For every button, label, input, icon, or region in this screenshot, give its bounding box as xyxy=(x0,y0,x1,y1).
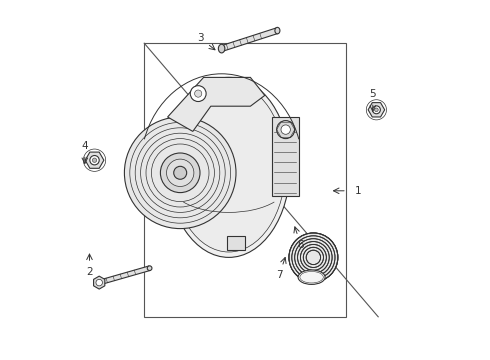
FancyBboxPatch shape xyxy=(227,236,245,250)
Circle shape xyxy=(281,125,291,134)
Circle shape xyxy=(92,158,97,162)
Circle shape xyxy=(124,117,236,229)
Circle shape xyxy=(190,86,206,102)
Circle shape xyxy=(289,233,338,282)
Polygon shape xyxy=(168,77,265,131)
Circle shape xyxy=(372,106,380,114)
Polygon shape xyxy=(220,28,278,51)
Ellipse shape xyxy=(219,44,225,53)
Ellipse shape xyxy=(168,77,290,257)
Circle shape xyxy=(167,159,194,186)
Ellipse shape xyxy=(172,83,286,252)
Text: 2: 2 xyxy=(86,267,93,277)
Circle shape xyxy=(374,108,378,112)
Circle shape xyxy=(277,121,294,139)
Text: 5: 5 xyxy=(369,89,376,99)
Circle shape xyxy=(90,156,99,165)
Text: 3: 3 xyxy=(196,33,203,43)
Text: 6: 6 xyxy=(297,240,304,250)
Circle shape xyxy=(96,279,102,286)
Ellipse shape xyxy=(298,270,325,284)
Circle shape xyxy=(195,90,202,97)
Polygon shape xyxy=(368,103,385,117)
Bar xyxy=(144,43,346,317)
FancyBboxPatch shape xyxy=(272,117,299,196)
Circle shape xyxy=(174,166,187,179)
Ellipse shape xyxy=(275,27,280,34)
Circle shape xyxy=(160,153,200,193)
Ellipse shape xyxy=(147,266,152,271)
Polygon shape xyxy=(98,266,150,285)
Text: 4: 4 xyxy=(81,141,88,151)
Ellipse shape xyxy=(300,271,323,283)
Text: 7: 7 xyxy=(276,270,283,280)
Text: 1: 1 xyxy=(355,186,362,196)
Polygon shape xyxy=(85,152,104,168)
Polygon shape xyxy=(94,276,105,289)
